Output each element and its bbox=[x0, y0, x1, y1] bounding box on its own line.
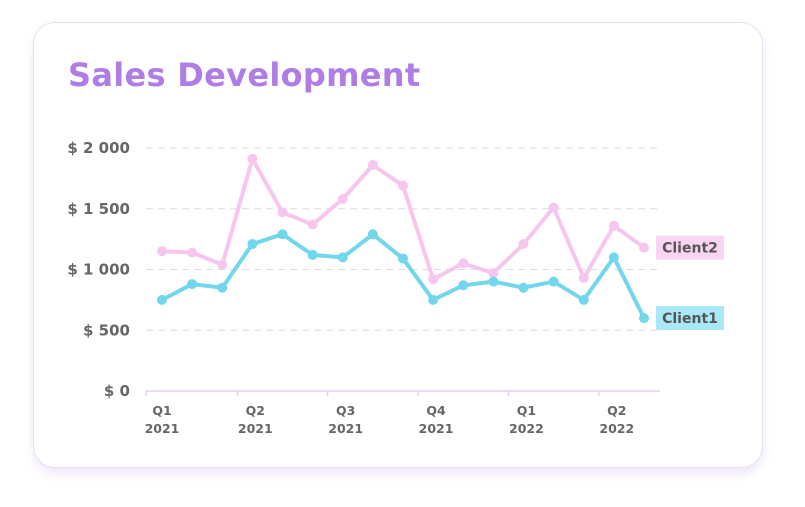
series-group bbox=[157, 153, 649, 324]
data-point-client1 bbox=[608, 252, 619, 263]
x-tick-year: 2021 bbox=[328, 421, 363, 436]
data-point-client2 bbox=[337, 194, 348, 205]
y-tick-label: $ 500 bbox=[83, 321, 130, 339]
x-tick-year: 2021 bbox=[145, 421, 180, 436]
data-point-client1 bbox=[488, 276, 499, 287]
data-point-client2 bbox=[187, 247, 198, 258]
x-tick-quarter: Q1 bbox=[152, 403, 171, 418]
chart-title: Sales Development bbox=[68, 56, 421, 94]
series-labels: Client2 Client1 bbox=[656, 235, 724, 331]
data-point-client2 bbox=[488, 268, 499, 279]
x-tick-quarter: Q4 bbox=[426, 403, 446, 418]
data-point-client2 bbox=[518, 238, 529, 249]
data-point-client2 bbox=[247, 153, 258, 164]
data-point-client2 bbox=[639, 242, 649, 253]
data-point-client1 bbox=[337, 252, 348, 263]
x-tick-year: 2021 bbox=[238, 421, 273, 436]
data-point-client1 bbox=[157, 294, 167, 305]
x-tick-quarter: Q3 bbox=[336, 403, 355, 418]
data-point-client1 bbox=[187, 279, 198, 290]
data-point-client2 bbox=[398, 180, 408, 191]
x-tick-quarter: Q2 bbox=[607, 403, 626, 418]
gridlines bbox=[146, 147, 660, 331]
data-point-client2 bbox=[458, 258, 469, 269]
x-axis: Q1 2021 Q2 2021 Q3 2021 Q4 2021 Q1 2022 Q2 2022 bbox=[145, 390, 660, 436]
data-point-client2 bbox=[608, 220, 619, 231]
data-point-client1 bbox=[247, 238, 258, 249]
data-point-client1 bbox=[428, 294, 439, 305]
series-label-client2: Client2 bbox=[662, 241, 718, 257]
series-label-client1: Client1 bbox=[662, 311, 718, 327]
data-point-client1 bbox=[548, 276, 559, 287]
data-point-client2 bbox=[578, 273, 589, 284]
y-tick-label: $ 0 bbox=[104, 382, 130, 400]
data-point-client2 bbox=[217, 259, 228, 270]
data-point-client1 bbox=[398, 253, 408, 264]
y-tick-label: $ 1 000 bbox=[67, 261, 130, 279]
series-label-box bbox=[656, 306, 724, 331]
y-tick-label: $ 2 000 bbox=[67, 139, 130, 157]
x-tick-quarter: Q1 bbox=[517, 403, 536, 418]
data-point-client1 bbox=[458, 280, 469, 291]
data-point-client2 bbox=[307, 219, 318, 230]
y-tick-label: $ 1 500 bbox=[67, 200, 130, 218]
data-point-client1 bbox=[639, 313, 649, 324]
data-point-client2 bbox=[548, 202, 559, 213]
x-tick-year: 2021 bbox=[419, 421, 454, 436]
y-axis-ticks: $ 0 $ 500 $ 1 000 $ 1 500 $ 2 000 bbox=[67, 139, 130, 400]
data-point-client2 bbox=[428, 274, 439, 285]
data-point-client2 bbox=[277, 207, 288, 218]
series-label-box bbox=[656, 235, 724, 260]
x-tick-year: 2022 bbox=[509, 421, 544, 436]
data-point-client1 bbox=[307, 249, 318, 260]
data-point-client1 bbox=[277, 229, 288, 240]
data-point-client2 bbox=[157, 246, 167, 257]
x-tick-year: 2022 bbox=[599, 421, 634, 436]
data-point-client1 bbox=[367, 229, 378, 240]
x-tick-quarter: Q2 bbox=[246, 403, 265, 418]
data-point-client1 bbox=[518, 282, 529, 293]
data-point-client2 bbox=[367, 160, 378, 171]
data-point-client1 bbox=[578, 294, 589, 305]
data-point-client1 bbox=[217, 282, 228, 293]
